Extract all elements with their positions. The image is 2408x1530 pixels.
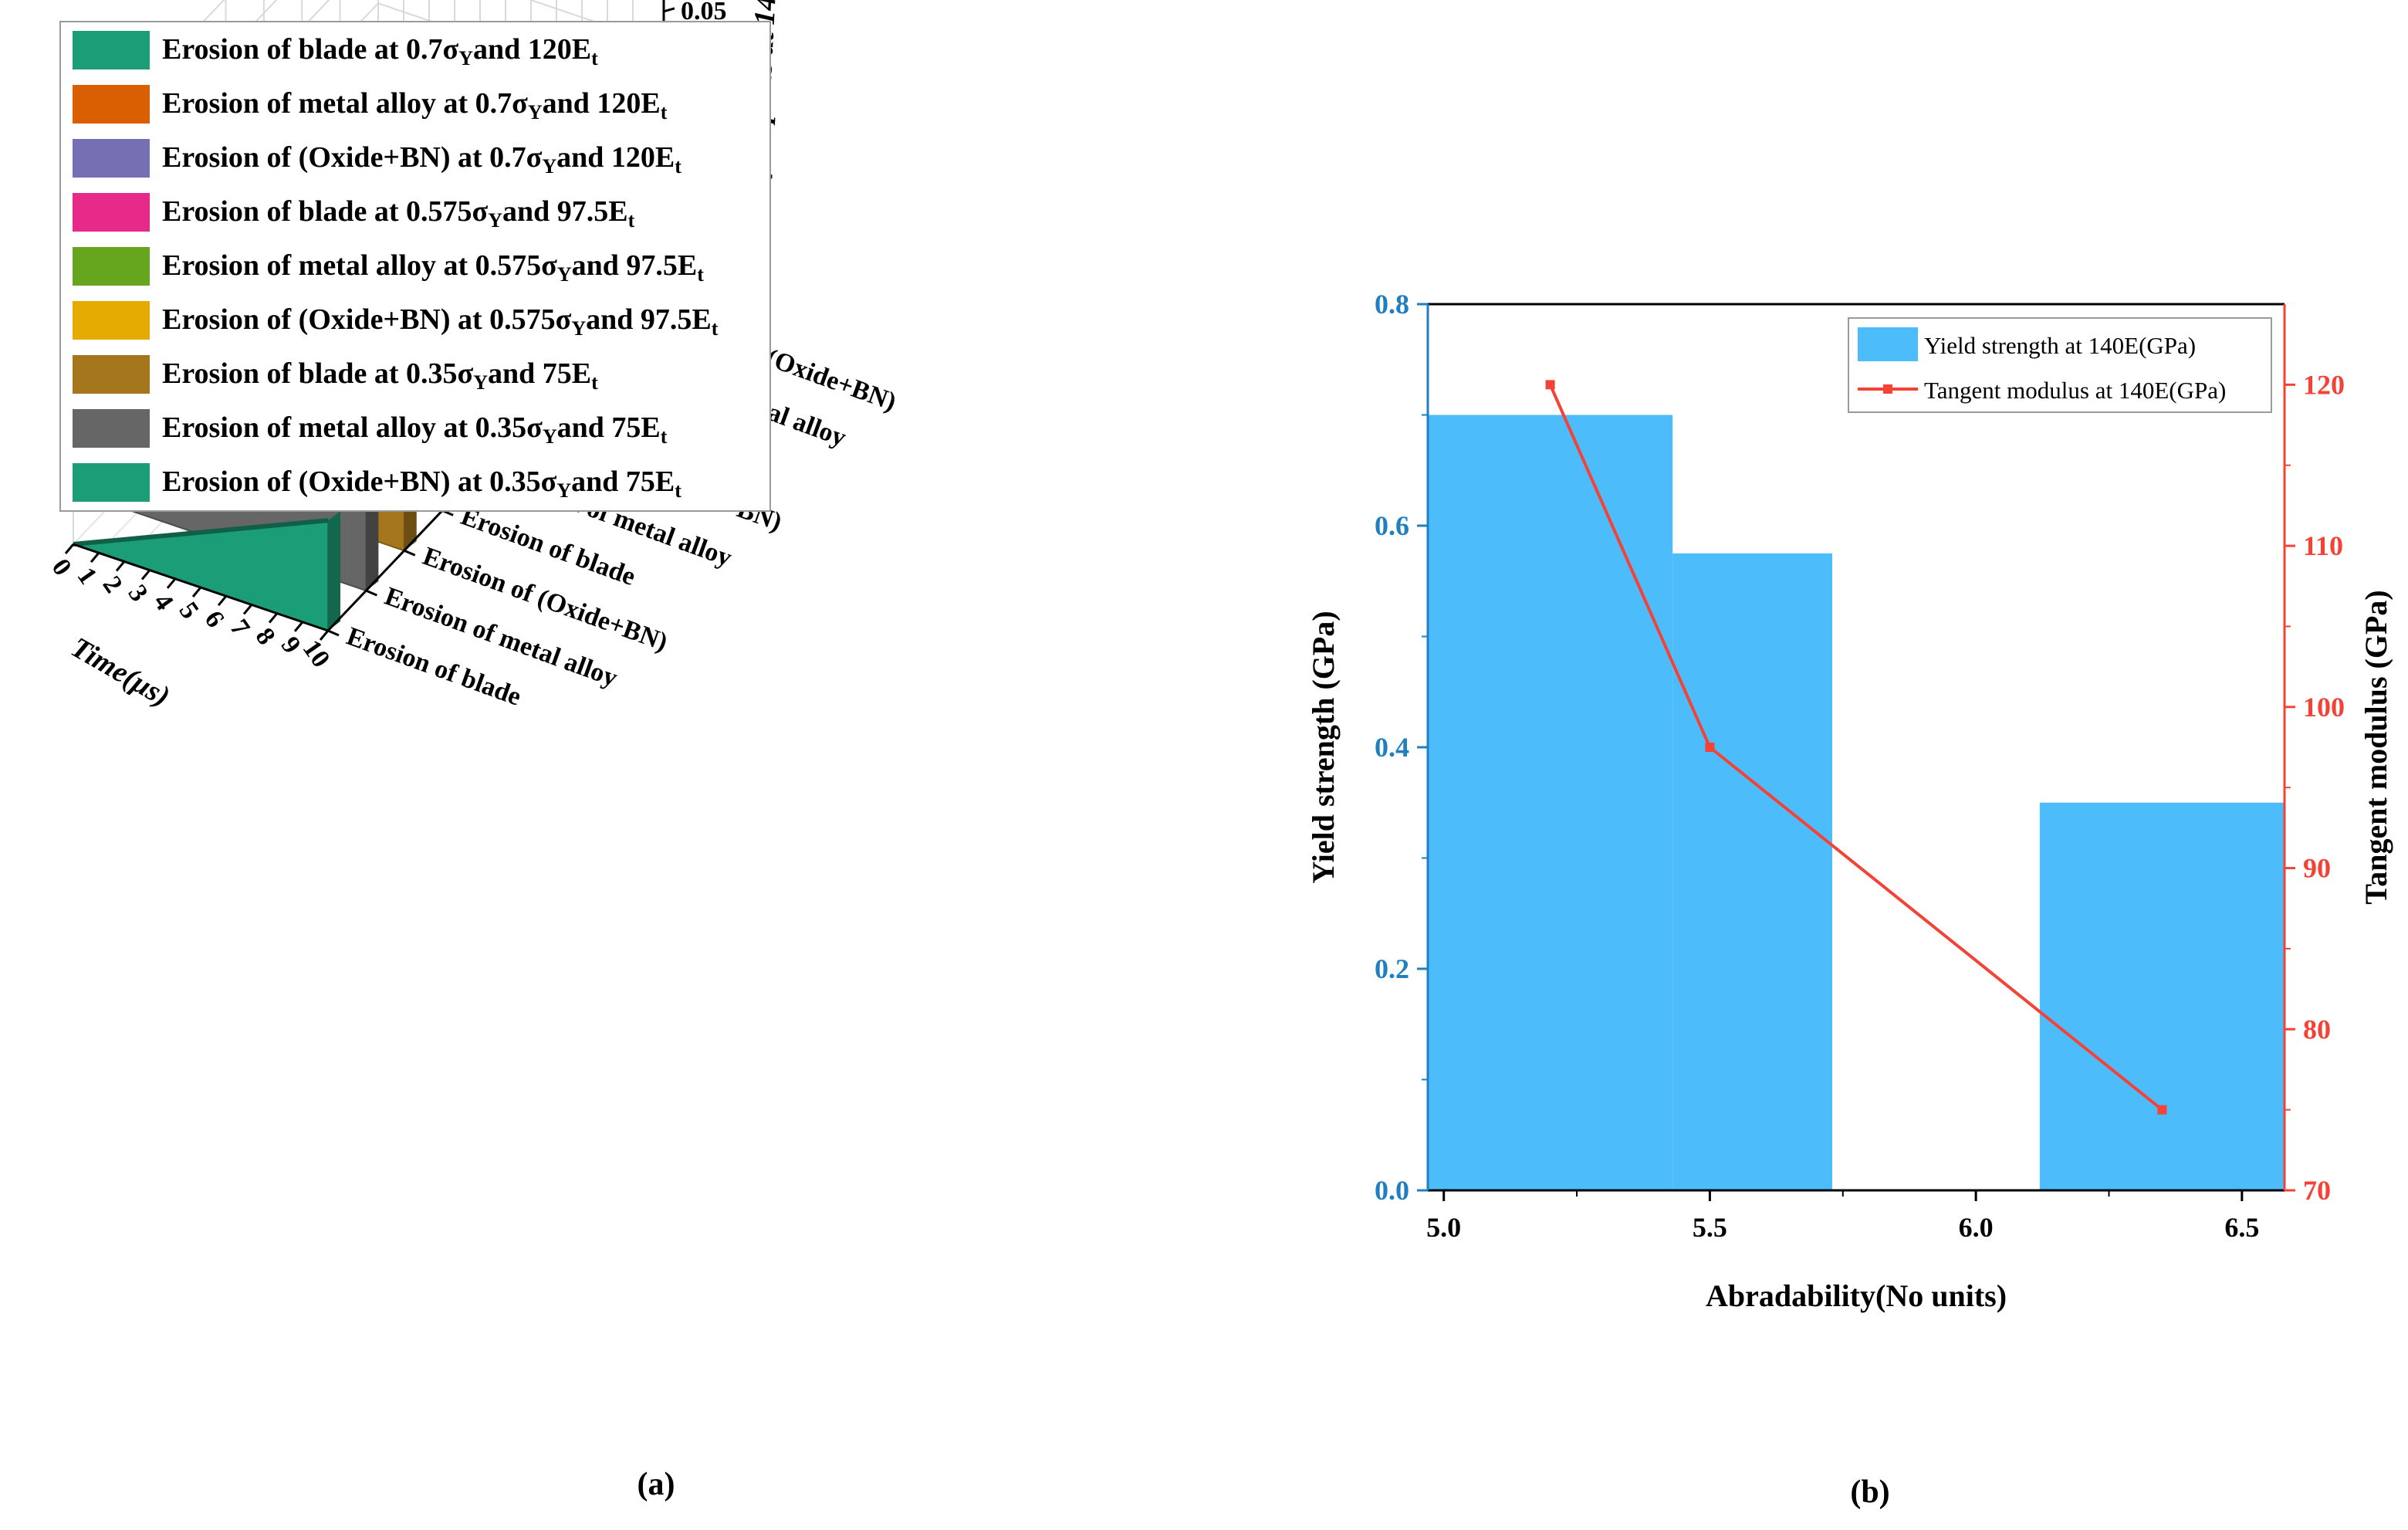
panel-a-legend: Erosion of blade at 0.7σYand 120Et Erosio… — [59, 21, 771, 512]
legend-swatch — [73, 409, 150, 448]
y-left-tick-label: 0.0 — [1375, 1175, 1409, 1206]
y-left-tick-label: 0.8 — [1375, 289, 1409, 320]
panel-b-chart: 5.0 5.5 6.0 6.5 Abradability(No units) 0.0 0.2… — [1306, 289, 2393, 1510]
panel-a-caption: (a) — [638, 1467, 675, 1502]
x-tick-label: 7 — [225, 614, 255, 641]
ribbon-face — [73, 520, 329, 632]
legend-entry: Erosion of metal alloy at 0.7σYand 120Et — [162, 87, 668, 124]
x-tick — [268, 612, 279, 624]
legend-entry: Erosion of metal alloy at 0.35σYand 75Et — [162, 411, 668, 448]
x-tick — [293, 621, 304, 632]
x-tick-label: 4 — [148, 588, 179, 615]
legend-entry-tangent: Tangent modulus at 140E(GPa) — [1924, 377, 2226, 404]
grid-line — [528, 0, 634, 36]
y-tick — [365, 589, 377, 597]
bar — [1672, 553, 1832, 1190]
y-left-tick-label: 0.4 — [1375, 732, 1409, 763]
z-tick — [663, 7, 675, 13]
panel-b-caption: (b) — [1850, 1474, 1889, 1510]
x-tick-label: 5 — [174, 597, 205, 624]
x-tick — [242, 604, 253, 615]
x-axis-label: Abradability(No units) — [1706, 1278, 2007, 1313]
x-tick-label: 6.0 — [1959, 1212, 1994, 1243]
y-right-tick-label: 120 — [2303, 369, 2345, 400]
x-tick — [217, 595, 228, 607]
tangent-modulus-point — [1705, 743, 1715, 752]
y-right-tick-label: 70 — [2303, 1175, 2331, 1206]
bar — [2039, 802, 2285, 1190]
x-tick-label: 1 — [72, 563, 103, 590]
legend-entry: Erosion of blade at 0.7σYand 120Et — [162, 33, 598, 69]
x-tick — [319, 630, 330, 641]
y-tick — [327, 629, 340, 637]
panel-a-3d-chart: 0.000.010.020.030.040.050.060.07Erosion … — [46, 0, 900, 1502]
legend-swatch — [73, 139, 150, 178]
legend-swatch — [73, 31, 150, 69]
panel-b-plot-area: 5.0 5.5 6.0 6.5 Abradability(No units) 0.0 0.2… — [1306, 289, 2393, 1313]
y-left-axis-label: Yield strength (GPa) — [1306, 611, 1341, 883]
legend-swatch — [73, 193, 150, 232]
x-axis-label: Time(μs) — [66, 631, 175, 713]
y-right-axis-label: Tangent modulus (GPa) — [2359, 590, 2393, 905]
ribbon-top-edge — [73, 518, 329, 547]
legend-swatch — [73, 355, 150, 394]
y-right-tick-label: 90 — [2303, 853, 2331, 884]
legend-swatch — [73, 85, 150, 124]
legend-entry-yield: Yield strength at 140E(GPa) — [1924, 332, 2196, 359]
y-left-tick-label: 0.6 — [1375, 510, 1409, 541]
legend-entry: Erosion of metal alloy at 0.575σYand 97.… — [162, 249, 704, 286]
legend-entry: Erosion of blade at 0.575σYand 97.5Et — [162, 195, 635, 232]
legend-entry: Erosion of (Oxide+BN) at 0.7σYand 120Et — [162, 141, 681, 178]
y-right-tick-label: 80 — [2303, 1014, 2331, 1044]
x-tick-label: 6.5 — [2224, 1212, 2259, 1243]
legend-entry: Erosion of blade at 0.35σYand 75Et — [162, 357, 598, 394]
legend-swatch-bar — [1858, 327, 1918, 361]
legend-swatch — [73, 463, 150, 502]
legend-entry: Erosion of (Oxide+BN) at 0.35σYand 75Et — [162, 465, 681, 502]
ribbon-end-cap — [328, 511, 340, 631]
x-tick-label: 3 — [123, 580, 154, 607]
bar — [1428, 415, 1673, 1190]
x-tick-label: 5.5 — [1693, 1212, 1727, 1243]
tangent-modulus-point — [2157, 1105, 2167, 1115]
x-tick-label: 5.0 — [1426, 1212, 1461, 1243]
y-tick — [404, 549, 416, 557]
y-right-tick-label: 100 — [2303, 692, 2345, 723]
x-tick — [191, 587, 202, 597]
legend-swatch-marker — [1883, 384, 1892, 394]
x-tick-label: 6 — [199, 606, 230, 633]
x-tick — [140, 569, 151, 581]
x-tick — [90, 552, 100, 564]
tangent-modulus-point — [1545, 380, 1555, 390]
x-tick-label: 2 — [97, 571, 128, 598]
y-right-tick-label: 110 — [2303, 530, 2343, 561]
legend-box — [59, 21, 771, 512]
legend-box — [1848, 317, 2272, 413]
x-tick — [115, 560, 126, 572]
x-tick — [166, 577, 177, 589]
legend-entry: Erosion of (Oxide+BN) at 0.575σYand 97.5… — [162, 303, 719, 340]
legend-swatch — [73, 247, 150, 286]
x-tick — [64, 543, 75, 554]
y-left-tick-label: 0.2 — [1375, 953, 1409, 984]
legend-swatch — [73, 301, 150, 340]
x-tick-label: 8 — [250, 623, 281, 650]
x-tick-label: 0 — [46, 553, 77, 581]
